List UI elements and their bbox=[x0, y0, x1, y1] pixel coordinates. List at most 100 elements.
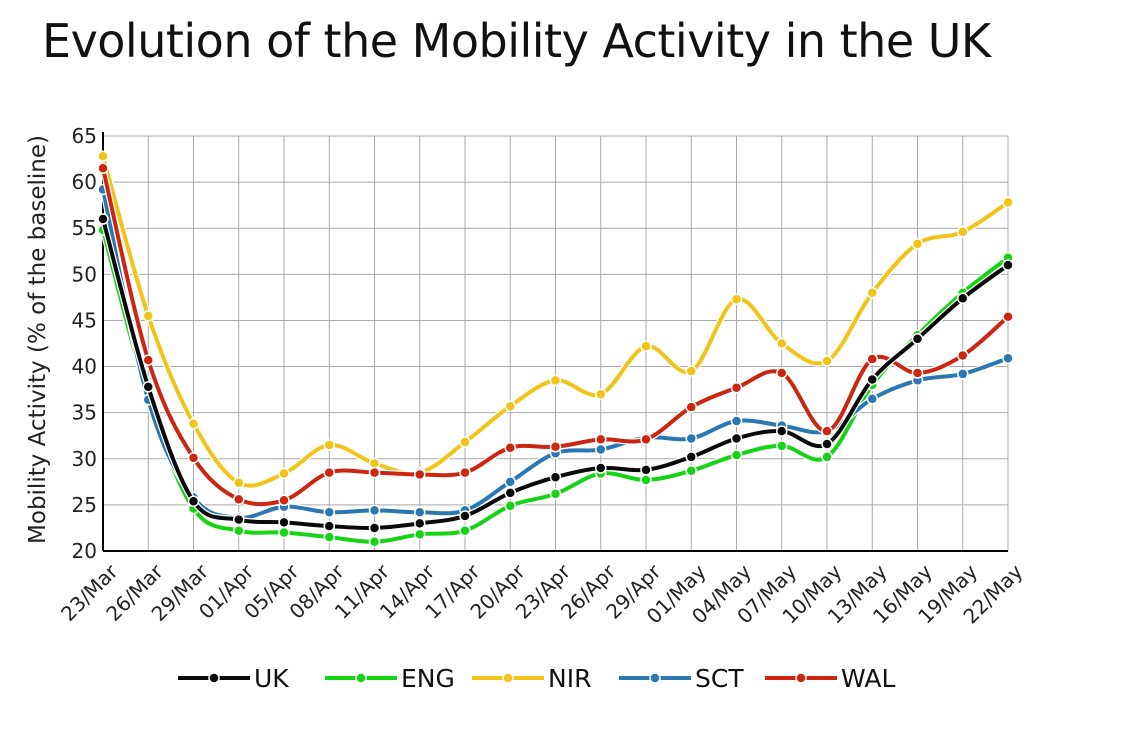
data-point-eng bbox=[459, 524, 471, 537]
data-point-uk bbox=[595, 462, 607, 474]
data-point-sct bbox=[1002, 352, 1014, 365]
data-point-nir bbox=[866, 287, 878, 299]
data-point-nir bbox=[459, 436, 471, 448]
data-point-wal bbox=[911, 367, 924, 379]
data-point-eng bbox=[368, 536, 381, 548]
data-point-uk bbox=[730, 432, 743, 445]
data-point-sct bbox=[504, 476, 516, 488]
data-point-nir bbox=[640, 340, 652, 353]
data-point-nir bbox=[957, 226, 969, 238]
data-point-sct bbox=[595, 443, 607, 456]
data-point-nir bbox=[233, 477, 245, 489]
data-point-nir bbox=[730, 293, 743, 305]
y-tick-label: 25 bbox=[72, 493, 97, 517]
data-point-nir bbox=[776, 337, 788, 350]
data-point-nir bbox=[595, 388, 607, 400]
legend-label-eng: ENG bbox=[401, 664, 455, 693]
data-point-uk bbox=[776, 425, 788, 437]
data-point-uk bbox=[459, 510, 471, 522]
data-point-uk bbox=[504, 487, 516, 499]
y-tick-label: 50 bbox=[72, 262, 97, 286]
legend-label-wal: WAL bbox=[841, 664, 895, 693]
data-point-sct bbox=[323, 506, 335, 519]
data-point-wal bbox=[957, 349, 969, 362]
data-point-nir bbox=[187, 417, 200, 430]
y-tick-label: 35 bbox=[72, 401, 97, 425]
legend-label-uk: UK bbox=[254, 664, 289, 693]
data-point-uk bbox=[278, 516, 290, 529]
data-point-wal bbox=[595, 433, 607, 446]
chart-title: Evolution of the Mobility Activity in th… bbox=[42, 14, 991, 68]
y-tick-label: 20 bbox=[72, 539, 97, 563]
legend-label-sct: SCT bbox=[695, 664, 744, 693]
data-point-wal bbox=[414, 468, 426, 481]
legend-marker-eng bbox=[355, 672, 367, 684]
data-point-uk bbox=[640, 464, 652, 476]
legend-marker-sct bbox=[649, 672, 661, 684]
data-point-wal bbox=[233, 493, 245, 506]
data-point-sct bbox=[685, 432, 697, 445]
data-point-sct bbox=[957, 368, 969, 380]
data-point-uk bbox=[233, 513, 245, 526]
y-axis-label: Mobility Activity (% of the baseline) bbox=[25, 135, 51, 544]
data-point-eng bbox=[776, 440, 788, 452]
y-tick-label: 45 bbox=[72, 308, 97, 332]
data-point-uk bbox=[1002, 259, 1014, 271]
data-point-uk bbox=[911, 333, 924, 345]
data-point-nir bbox=[685, 365, 697, 377]
data-point-wal bbox=[685, 401, 697, 413]
data-point-wal bbox=[640, 433, 652, 446]
y-tick-label: 60 bbox=[72, 170, 97, 194]
data-point-eng bbox=[504, 500, 516, 512]
legend-label-nir: NIR bbox=[548, 664, 591, 693]
data-point-wal bbox=[549, 441, 562, 453]
data-point-eng bbox=[821, 451, 833, 463]
data-point-uk bbox=[142, 381, 154, 393]
data-point-eng bbox=[414, 528, 426, 541]
data-point-wal bbox=[368, 466, 381, 479]
data-point-wal bbox=[1002, 311, 1014, 323]
legend-marker-wal bbox=[795, 672, 807, 684]
data-point-nir bbox=[278, 467, 290, 480]
data-point-uk bbox=[414, 517, 426, 530]
data-point-uk bbox=[323, 520, 335, 532]
data-point-uk bbox=[368, 522, 381, 534]
data-point-eng bbox=[278, 526, 290, 539]
data-point-nir bbox=[97, 150, 109, 163]
data-point-nir bbox=[911, 238, 924, 250]
data-point-sct bbox=[730, 415, 743, 427]
data-point-wal bbox=[730, 382, 743, 394]
data-point-nir bbox=[821, 355, 833, 367]
series-line-wal bbox=[101, 167, 1010, 507]
data-point-nir bbox=[549, 374, 562, 387]
data-point-uk bbox=[549, 471, 562, 483]
y-tick-label: 30 bbox=[72, 447, 97, 471]
data-point-eng bbox=[323, 531, 335, 543]
data-point-wal bbox=[323, 466, 335, 479]
data-point-nir bbox=[142, 310, 154, 322]
y-tick-label: 40 bbox=[72, 355, 97, 379]
data-point-eng bbox=[640, 474, 652, 486]
data-point-wal bbox=[776, 367, 788, 379]
series-line-uk bbox=[101, 218, 1010, 531]
data-point-eng bbox=[730, 449, 743, 461]
legend-marker-nir bbox=[502, 672, 514, 684]
data-point-sct bbox=[866, 393, 878, 405]
legend-marker-uk bbox=[208, 672, 220, 684]
data-point-wal bbox=[866, 353, 878, 365]
data-point-uk bbox=[685, 451, 697, 463]
data-point-wal bbox=[459, 466, 471, 479]
data-point-eng bbox=[549, 488, 562, 500]
data-point-sct bbox=[368, 504, 381, 517]
data-point-uk bbox=[866, 373, 878, 386]
data-point-wal bbox=[504, 441, 516, 454]
y-tick-label: 65 bbox=[72, 124, 97, 148]
data-point-eng bbox=[685, 465, 697, 477]
data-point-uk bbox=[821, 438, 833, 450]
data-point-sct bbox=[414, 506, 426, 519]
data-point-uk bbox=[97, 213, 109, 225]
data-point-wal bbox=[187, 452, 200, 464]
y-tick-label: 55 bbox=[72, 216, 97, 240]
data-point-uk bbox=[957, 292, 969, 305]
